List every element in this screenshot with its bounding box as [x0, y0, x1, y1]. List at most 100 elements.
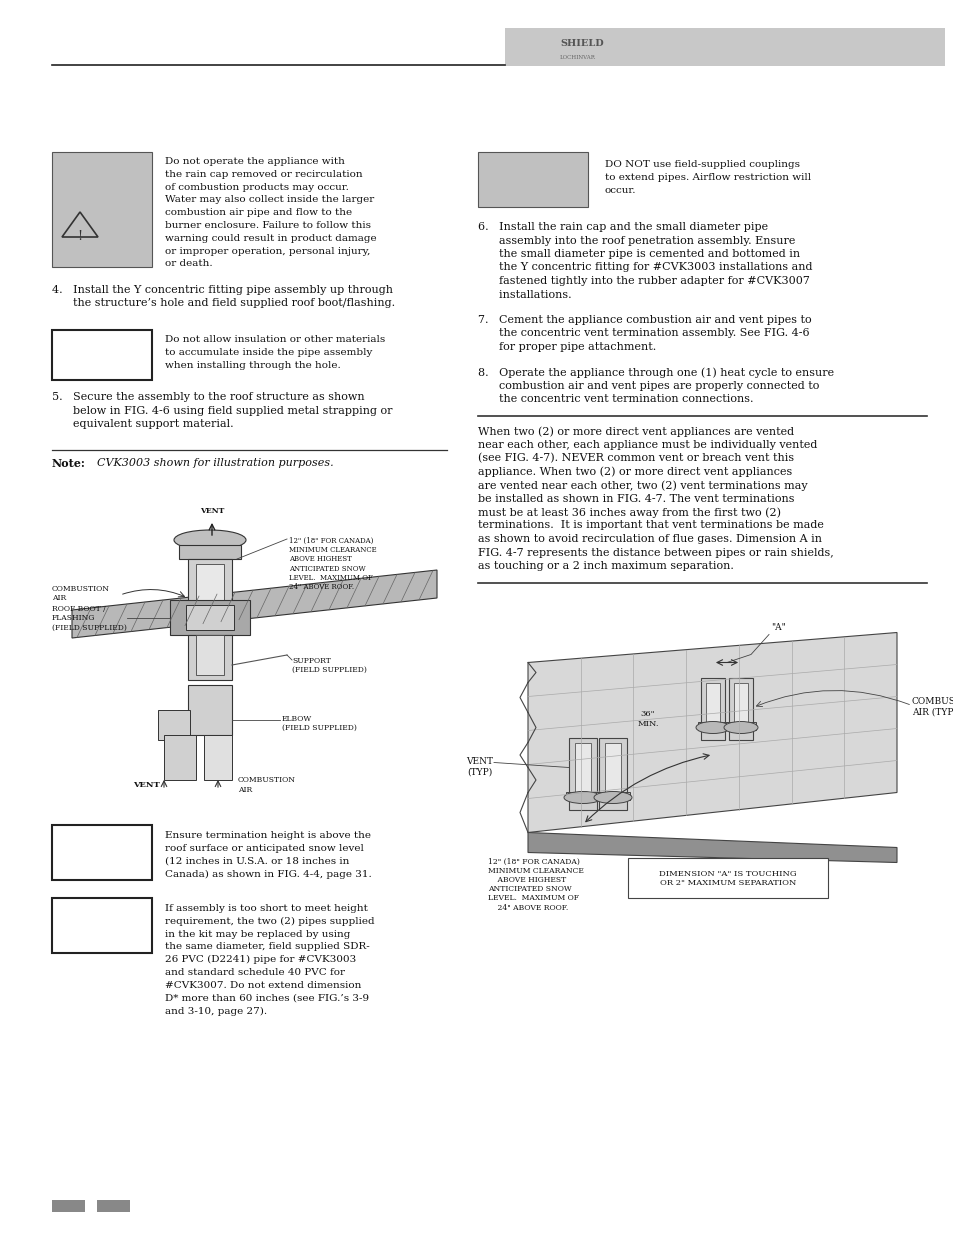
Text: and standard schedule 40 PVC for: and standard schedule 40 PVC for — [165, 968, 345, 977]
Text: COMBUSTION
AIR (TYPICAL): COMBUSTION AIR (TYPICAL) — [911, 698, 953, 716]
Text: Do not operate the appliance with: Do not operate the appliance with — [165, 157, 345, 165]
Text: installations.: installations. — [477, 289, 571, 300]
Bar — [596, 792, 629, 799]
Text: the small diameter pipe is cemented and bottomed in: the small diameter pipe is cemented and … — [477, 249, 800, 259]
Text: or improper operation, personal injury,: or improper operation, personal injury, — [165, 247, 370, 256]
Bar — [52, 825, 152, 881]
Text: (12 inches in U.S.A. or 18 inches in: (12 inches in U.S.A. or 18 inches in — [165, 857, 349, 866]
Text: 12" (18" FOR CANADA)
MINIMUM CLEARANCE
    ABOVE HIGHEST
ANTICIPATED SNOW
LEVEL.: 12" (18" FOR CANADA) MINIMUM CLEARANCE A… — [488, 857, 583, 911]
Text: combustion air pipe and flow to the: combustion air pipe and flow to the — [165, 209, 352, 217]
Text: VENT: VENT — [199, 508, 224, 515]
Bar — [565, 792, 599, 799]
Ellipse shape — [563, 792, 601, 804]
Text: when installing through the hole.: when installing through the hole. — [165, 361, 340, 369]
Text: If assembly is too short to meet height: If assembly is too short to meet height — [165, 904, 368, 913]
Text: 4.   Install the Y concentric fitting pipe assembly up through: 4. Install the Y concentric fitting pipe… — [52, 285, 393, 295]
Text: When two (2) or more direct vent appliances are vented: When two (2) or more direct vent applian… — [477, 426, 793, 436]
Text: for proper pipe attachment.: for proper pipe attachment. — [477, 342, 656, 352]
Text: #CVK3007. Do not extend dimension: #CVK3007. Do not extend dimension — [165, 981, 361, 989]
Bar — [164, 735, 195, 781]
Text: 8.   Operate the appliance through one (1) heat cycle to ensure: 8. Operate the appliance through one (1)… — [477, 368, 833, 378]
Bar — [698, 721, 727, 730]
Text: in the kit may be replaced by using: in the kit may be replaced by using — [165, 930, 350, 939]
Text: VENT: VENT — [133, 781, 160, 789]
Bar — [186, 605, 233, 630]
Polygon shape — [71, 571, 436, 638]
Text: 7.   Cement the appliance combustion air and vent pipes to: 7. Cement the appliance combustion air a… — [477, 315, 811, 325]
Text: the structure’s hole and field supplied roof boot/flashing.: the structure’s hole and field supplied … — [52, 299, 395, 309]
Text: are vented near each other, two (2) vent terminations may: are vented near each other, two (2) vent… — [477, 480, 807, 490]
Text: (see FIG. 4-7). NEVER common vent or breach vent this: (see FIG. 4-7). NEVER common vent or bre… — [477, 453, 793, 463]
Text: as shown to avoid recirculation of flue gases. Dimension A in: as shown to avoid recirculation of flue … — [477, 534, 821, 543]
Bar — [179, 545, 241, 559]
Bar — [568, 737, 597, 809]
Text: to extend pipes. Airflow restriction will: to extend pipes. Airflow restriction wil… — [604, 173, 810, 182]
Ellipse shape — [723, 721, 758, 734]
Text: the Y concentric fitting for #CVK3003 installations and: the Y concentric fitting for #CVK3003 in… — [477, 263, 812, 273]
Text: VENT
(TYP): VENT (TYP) — [465, 757, 493, 777]
Text: requirement, the two (2) pipes supplied: requirement, the two (2) pipes supplied — [165, 916, 375, 926]
Bar — [188, 559, 232, 634]
Text: appliance. When two (2) or more direct vent appliances: appliance. When two (2) or more direct v… — [477, 467, 791, 477]
Bar — [188, 635, 232, 680]
Text: occur.: occur. — [604, 185, 636, 195]
Text: 36"
MIN.: 36" MIN. — [637, 710, 659, 727]
Text: Note:: Note: — [52, 458, 86, 469]
Text: Ensure termination height is above the: Ensure termination height is above the — [165, 831, 371, 840]
Bar — [188, 685, 232, 735]
Bar — [700, 678, 724, 740]
Text: assembly into the roof penetration assembly. Ensure: assembly into the roof penetration assem… — [477, 236, 795, 246]
Text: below in FIG. 4-6 using field supplied metal strapping or: below in FIG. 4-6 using field supplied m… — [52, 405, 392, 415]
Ellipse shape — [173, 530, 246, 550]
Text: warning could result in product damage: warning could result in product damage — [165, 233, 376, 243]
Text: 6.   Install the rain cap and the small diameter pipe: 6. Install the rain cap and the small di… — [477, 222, 767, 232]
Text: combustion air and vent pipes are properly connected to: combustion air and vent pipes are proper… — [477, 382, 819, 391]
Text: 26 PVC (D2241) pipe for #CVK3003: 26 PVC (D2241) pipe for #CVK3003 — [165, 955, 355, 965]
Text: 12" (18" FOR CANADA)
MINIMUM CLEARANCE
ABOVE HIGHEST
ANTICIPATED SNOW
LEVEL.  MA: 12" (18" FOR CANADA) MINIMUM CLEARANCE A… — [289, 537, 376, 592]
Text: the concentric vent termination connections.: the concentric vent termination connecti… — [477, 394, 753, 405]
Bar — [195, 564, 224, 629]
Text: fastened tightly into the rubber adapter for #CVK3007: fastened tightly into the rubber adapter… — [477, 275, 809, 287]
Bar — [733, 683, 747, 730]
Bar — [575, 742, 590, 799]
Text: the concentric vent termination assembly. See FIG. 4-6: the concentric vent termination assembly… — [477, 329, 809, 338]
Polygon shape — [527, 832, 896, 862]
Bar — [170, 600, 250, 635]
Bar — [728, 678, 752, 740]
Text: Canada) as shown in FIG. 4-4, page 31.: Canada) as shown in FIG. 4-4, page 31. — [165, 869, 372, 878]
Text: COMBUSTION
AIR: COMBUSTION AIR — [237, 777, 295, 794]
Text: 5.   Secure the assembly to the roof structure as shown: 5. Secure the assembly to the roof struc… — [52, 391, 364, 403]
Text: SHIELD: SHIELD — [559, 38, 603, 47]
Text: LOCHINVAR: LOCHINVAR — [559, 56, 596, 61]
Bar — [158, 710, 190, 740]
Text: or death.: or death. — [165, 259, 213, 268]
Text: roof surface or anticipated snow level: roof surface or anticipated snow level — [165, 844, 363, 853]
Bar — [725, 721, 755, 730]
Bar — [52, 1200, 85, 1212]
Text: the same diameter, field supplied SDR-: the same diameter, field supplied SDR- — [165, 942, 370, 951]
Text: be installed as shown in FIG. 4-7. The vent terminations: be installed as shown in FIG. 4-7. The v… — [477, 494, 794, 504]
Text: as touching or a 2 inch maximum separation.: as touching or a 2 inch maximum separati… — [477, 561, 733, 571]
Bar — [52, 152, 152, 267]
Ellipse shape — [594, 792, 631, 804]
Bar — [504, 28, 944, 65]
Bar — [598, 737, 626, 809]
Text: DIMENSION "A" IS TOUCHING
OR 2" MAXIMUM SEPARATION: DIMENSION "A" IS TOUCHING OR 2" MAXIMUM … — [659, 869, 796, 887]
Bar — [97, 1200, 130, 1212]
Polygon shape — [527, 632, 896, 832]
Text: Water may also collect inside the larger: Water may also collect inside the larger — [165, 195, 374, 205]
Text: the rain cap removed or recirculation: the rain cap removed or recirculation — [165, 169, 362, 179]
Text: of combustion products may occur.: of combustion products may occur. — [165, 183, 349, 191]
Bar — [52, 898, 152, 953]
Text: ROOF BOOT /
FLASHING
(FIELD SUPPLIED): ROOF BOOT / FLASHING (FIELD SUPPLIED) — [52, 605, 127, 631]
Text: equivalent support material.: equivalent support material. — [52, 419, 233, 429]
Text: ELBOW
(FIELD SUPPLIED): ELBOW (FIELD SUPPLIED) — [282, 715, 356, 732]
Text: CVK3003 shown for illustration purposes.: CVK3003 shown for illustration purposes. — [90, 458, 334, 468]
Bar — [204, 735, 232, 781]
Text: FIG. 4-7 represents the distance between pipes or rain shields,: FIG. 4-7 represents the distance between… — [477, 547, 833, 557]
Bar — [52, 330, 152, 380]
Text: terminations.  It is important that vent terminations be made: terminations. It is important that vent … — [477, 520, 823, 531]
Text: COMBUSTION
AIR: COMBUSTION AIR — [52, 585, 110, 603]
Text: to accumulate inside the pipe assembly: to accumulate inside the pipe assembly — [165, 348, 372, 357]
Text: SUPPORT
(FIELD SUPPLIED): SUPPORT (FIELD SUPPLIED) — [292, 657, 367, 674]
